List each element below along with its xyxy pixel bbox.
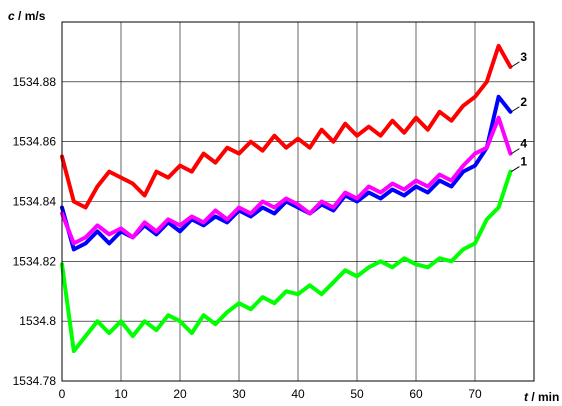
series-leader-1	[511, 166, 520, 173]
series-layer	[60, 43, 513, 354]
series-label-2: 2	[520, 95, 527, 109]
x-axis-label: t / min	[524, 390, 559, 404]
x-axis-variable: t	[524, 390, 529, 404]
series-label-4: 4	[520, 137, 527, 151]
y-tick-label: 1534.8	[19, 314, 56, 328]
y-tick-label: 1534.84	[13, 195, 57, 209]
y-axis-label: c / m/s	[8, 9, 46, 23]
y-tick-label: 1534.82	[13, 254, 57, 268]
x-tick-label: 0	[59, 387, 66, 401]
y-tick-label: 1534.78	[13, 374, 57, 388]
series-leader-2	[511, 106, 520, 113]
series-leader-3	[511, 61, 520, 68]
series-leader-4	[511, 148, 520, 155]
x-tick-label: 30	[232, 387, 246, 401]
plot-frame	[61, 21, 535, 382]
series-label-3: 3	[520, 50, 527, 64]
series-line-4	[60, 115, 513, 246]
series-line-1	[60, 169, 513, 354]
y-axis-unit: / m/s	[15, 9, 46, 23]
series-line-3	[60, 43, 513, 210]
grid-lines	[62, 22, 534, 381]
x-tick-label: 50	[350, 387, 364, 401]
x-tick-label: 10	[114, 387, 128, 401]
series-label-1: 1	[520, 155, 527, 169]
y-tick-label: 1534.88	[13, 75, 57, 89]
x-tick-label: 20	[173, 387, 187, 401]
x-tick-label: 40	[291, 387, 305, 401]
y-axis-variable: c	[8, 9, 15, 23]
x-tick-label: 60	[409, 387, 423, 401]
x-axis-unit: / min	[528, 390, 559, 404]
series-labels: 1 2 3 4	[511, 50, 527, 173]
y-tick-label: 1534.86	[13, 135, 57, 149]
x-tick-labels: 0 10 20 30 40 50 60 70	[59, 387, 482, 401]
y-tick-labels: 1534.78 1534.8 1534.82 1534.84 1534.86 1534.8…	[13, 75, 57, 388]
x-tick-label: 70	[468, 387, 482, 401]
